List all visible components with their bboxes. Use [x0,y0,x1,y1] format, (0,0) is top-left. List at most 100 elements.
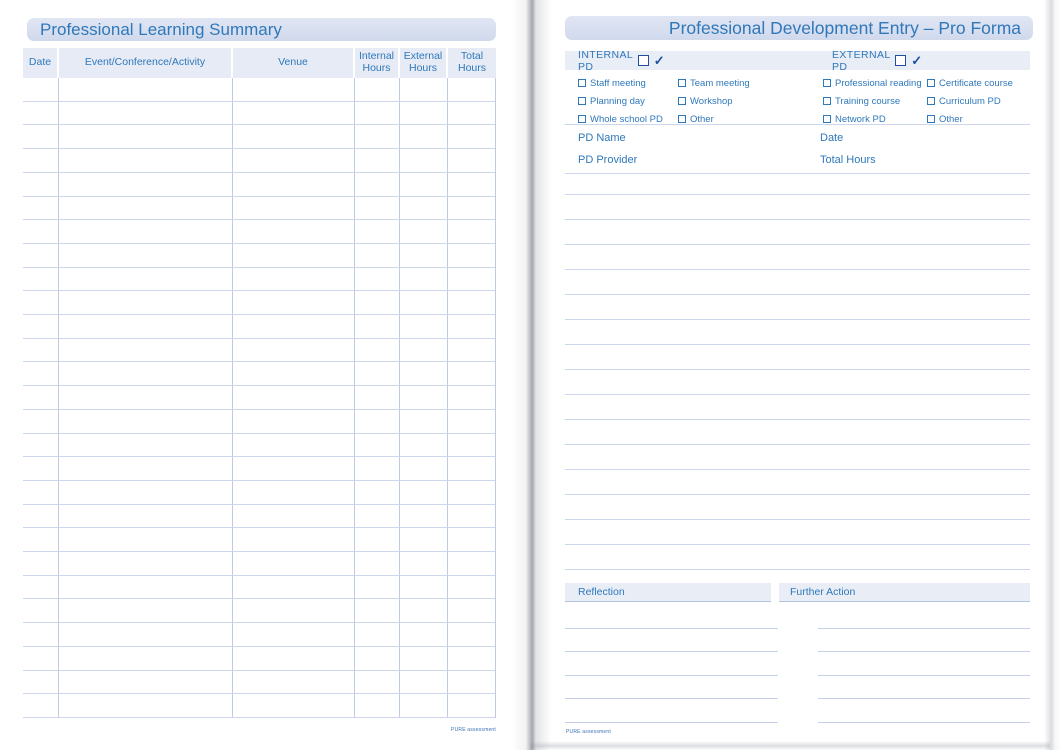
column-header-external-hours: External Hours [400,48,448,78]
table-cell [448,434,496,457]
table-cell [355,172,400,196]
table-cell [448,457,496,480]
checkbox[interactable] [927,79,935,87]
checkbox[interactable] [578,79,586,87]
further-action-section-header: Further Action [779,583,1030,602]
checkbox[interactable] [927,115,935,123]
table-cell [233,149,355,172]
table-cell [59,623,233,646]
table-cell [448,291,496,314]
table-cell [233,78,355,101]
checkbox-label: Network PD [835,113,886,125]
table-row [23,480,496,505]
table-cell [448,505,496,528]
table-cell [448,599,496,622]
column-header-total-hours: Total Hours [448,48,496,78]
writing-line [565,605,778,629]
writing-line [565,320,1030,345]
table-cell [448,481,496,504]
table-cell [448,125,496,148]
table-cell [448,552,496,575]
page-edge-shadow-bottom [530,741,1050,750]
table-cell [23,599,59,623]
table-cell [233,291,355,315]
table-row [23,552,495,576]
checkbox[interactable] [678,97,686,105]
table-cell [233,125,355,149]
table-cell [400,670,448,694]
table-cell [355,457,400,480]
table-row [23,646,495,671]
table-cell [400,646,448,670]
table-cell [448,220,496,243]
writing-line [818,605,1030,629]
writing-line [565,345,1030,370]
table-cell [448,386,496,409]
checkbox[interactable] [927,97,935,105]
table-cell [233,409,355,433]
checkbox[interactable] [678,79,686,87]
external-pd-checkbox[interactable] [895,55,907,66]
table-cell [355,433,400,457]
table-cell [400,362,448,386]
checkbox-label: Training course [835,95,901,107]
table-cell [59,78,233,101]
table-cell [400,480,448,504]
table-row [23,528,495,553]
table-cell [23,694,59,717]
table-cell [448,149,496,172]
writing-line [565,676,778,700]
writing-line [565,420,1030,445]
checkbox-label: Other [690,113,714,125]
table-cell [400,196,448,220]
table-cell [59,267,233,291]
checkbox[interactable] [578,97,586,105]
pd-type-band: INTERNAL PD ✓ EXTERNAL PD ✓ [565,49,1030,73]
checkbox[interactable] [823,97,831,105]
table-cell [23,433,59,457]
table-cell [400,172,448,196]
table-cell [59,125,233,149]
table-row [23,409,495,434]
table-row [23,599,496,624]
checkbox-option: Certificate course [927,74,1023,92]
table-cell [400,125,448,149]
table-row [23,125,496,150]
table-cell [233,196,355,220]
table-cell [400,78,448,101]
table-cell [448,576,496,599]
table-cell [233,101,355,125]
external-options-column-2: Certificate course Curriculum PD Other [927,74,1023,128]
table-row [23,670,495,695]
table-cell [233,670,355,694]
internal-pd-checkbox[interactable] [637,55,649,66]
writing-line [818,676,1030,700]
table-cell [59,599,233,623]
table-row [23,172,495,197]
table-cell [23,101,59,125]
table-cell [355,125,400,149]
further-action-writing-area [818,605,1030,723]
writing-line [565,195,1030,220]
table-cell [59,386,233,409]
table-cell [355,338,400,362]
checkbox-label: Staff meeting [590,77,646,89]
checkbox-option: Other [927,110,1023,128]
checkbox-label: Planning day [590,95,645,107]
table-cell [233,599,355,623]
checkbox[interactable] [823,79,831,87]
table-cell [448,315,496,338]
table-cell [59,646,233,670]
writing-line [565,495,1030,520]
table-row [23,149,495,173]
table-cell [233,243,355,267]
table-cell [400,338,448,362]
checkbox[interactable] [678,115,686,123]
book-spine-shadow [512,0,558,750]
table-cell [23,172,59,196]
table-cell [233,386,355,409]
writing-line [565,220,1030,245]
footer-brand-left: PURE assessment [451,727,496,733]
checkbox[interactable] [823,115,831,123]
checkbox[interactable] [578,115,586,123]
